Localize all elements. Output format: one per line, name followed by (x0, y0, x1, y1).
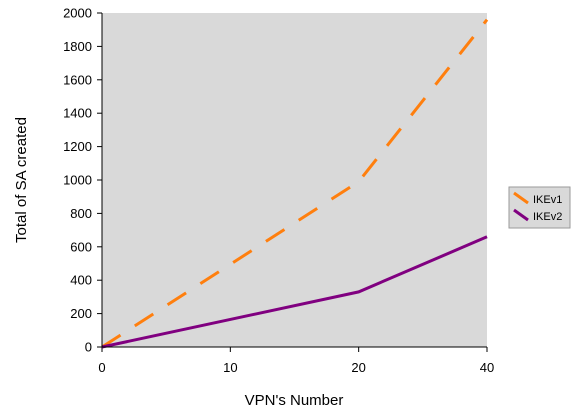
x-axis-title: VPN's Number (245, 392, 344, 409)
plot-area (102, 13, 487, 347)
y-tick-label: 1000 (63, 173, 92, 188)
legend-label-ikev1: IKEv1 (533, 194, 562, 206)
y-axis-title: Total of SA created (13, 117, 30, 243)
legend-label-ikev2: IKEv2 (533, 211, 562, 223)
y-tick-label: 1400 (63, 106, 92, 121)
legend: IKEv1 IKEv2 (509, 187, 570, 228)
y-tick-label: 1200 (63, 139, 92, 154)
y-tick-label: 600 (70, 239, 92, 254)
x-tick-label: 10 (223, 360, 237, 375)
y-tick-label: 1600 (63, 72, 92, 87)
y-tick-label: 200 (70, 306, 92, 321)
y-axis-ticks: 0 200 400 600 800 1000 1200 1400 1600 1800 2000 (63, 6, 102, 355)
x-tick-label: 20 (351, 360, 365, 375)
y-tick-label: 2000 (63, 6, 92, 21)
x-tick-label: 0 (98, 360, 105, 375)
y-tick-label: 800 (70, 206, 92, 221)
y-tick-label: 0 (85, 340, 92, 355)
y-tick-label: 1800 (63, 39, 92, 54)
x-axis-ticks: 0 10 20 40 (98, 347, 494, 375)
x-tick-label: 40 (480, 360, 494, 375)
y-tick-label: 400 (70, 273, 92, 288)
